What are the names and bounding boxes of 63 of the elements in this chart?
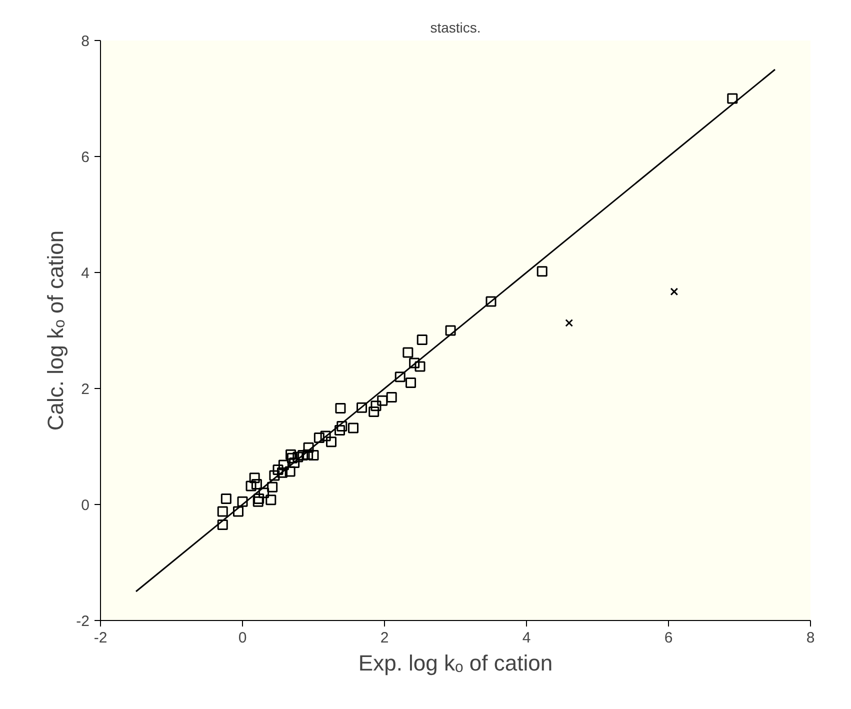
y-tick-label: 2: [81, 381, 90, 398]
point: [292, 452, 304, 462]
point: [409, 358, 420, 368]
x-tick-label: 4: [522, 630, 531, 646]
point: [217, 520, 228, 530]
point: [314, 432, 324, 444]
point: [267, 482, 278, 492]
point: [272, 464, 284, 475]
point: [220, 493, 232, 504]
point: [326, 436, 336, 448]
point: [249, 472, 260, 484]
point: [386, 392, 397, 402]
point: [308, 450, 319, 460]
y-tick-label: 4: [81, 265, 90, 282]
point: [298, 450, 308, 460]
x-tick-label: 8: [806, 630, 815, 646]
point: [266, 494, 276, 506]
point: [402, 347, 414, 358]
point: [232, 506, 244, 517]
point: [414, 361, 426, 372]
point: [565, 319, 574, 327]
point: [348, 422, 359, 434]
point: [356, 402, 368, 413]
point: [217, 506, 228, 517]
chart-title: stastics.: [430, 20, 481, 36]
point: [286, 449, 296, 460]
point: [286, 452, 298, 464]
x-tick-label: 0: [238, 630, 247, 646]
y-tick-label: 6: [81, 149, 90, 166]
point: [284, 466, 296, 477]
point: [406, 377, 416, 388]
x-tick-label: -2: [94, 630, 108, 646]
y-tick-label: -2: [76, 613, 90, 630]
x-tick-label: 6: [664, 630, 673, 646]
point: [370, 400, 382, 412]
point: [486, 296, 496, 307]
point: [278, 460, 289, 470]
x-tick-label: 2: [380, 630, 389, 646]
point: [246, 480, 256, 492]
point: [445, 325, 456, 336]
point: [277, 467, 288, 478]
y-tick-label: 8: [81, 33, 90, 50]
point: [670, 288, 678, 296]
point: [394, 372, 406, 382]
point: [536, 266, 548, 277]
point: [335, 402, 346, 414]
point: [251, 478, 262, 490]
point: [252, 496, 264, 507]
point: [254, 493, 264, 504]
point: [303, 442, 314, 453]
point: [258, 488, 270, 498]
y-axis-title: Calc. log kₒ of cation: [43, 230, 68, 431]
y-tick-label: 0: [81, 497, 90, 514]
x-axis-title: Exp. log kₒ of cation: [358, 650, 553, 676]
point: [727, 93, 738, 104]
point: [334, 425, 346, 436]
point: [320, 430, 331, 442]
point: [237, 496, 248, 507]
point: [416, 334, 428, 346]
point: [368, 406, 380, 417]
point: [377, 395, 388, 406]
point: [269, 470, 280, 481]
point: [336, 420, 348, 432]
